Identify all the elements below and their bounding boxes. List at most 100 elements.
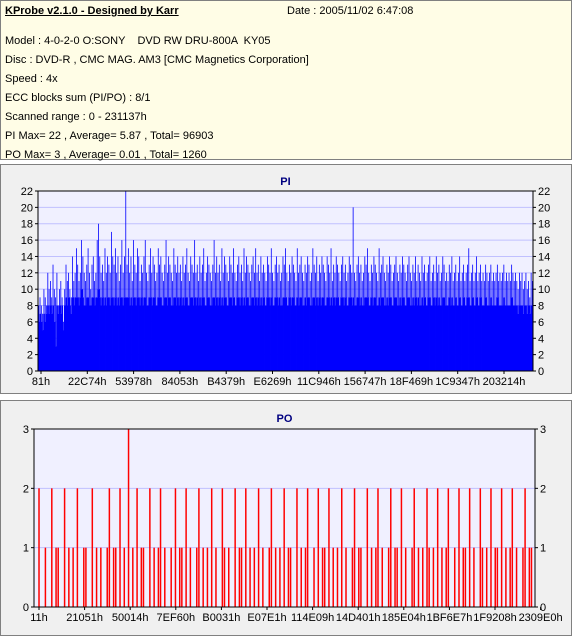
bar (289, 264, 290, 298)
bar (118, 281, 120, 306)
bar (91, 488, 94, 607)
bar (181, 281, 183, 306)
bar-base (417, 297, 420, 371)
bar (394, 264, 396, 298)
bar (68, 272, 70, 298)
scan-date: Date : 2005/11/02 6:47:08 (287, 5, 414, 17)
bar-base (391, 305, 394, 371)
bar-base (438, 297, 440, 371)
bar-base (379, 305, 382, 371)
speed-line: Speed : 4x (5, 73, 58, 85)
x-tick-label: 114E09h (291, 612, 334, 624)
bar (430, 281, 432, 306)
bar (240, 547, 243, 607)
bar (160, 256, 162, 298)
bar (494, 281, 496, 306)
bar (363, 272, 364, 306)
bar-base (208, 297, 210, 371)
bar (276, 256, 277, 298)
y-tick-label-right: 0 (538, 366, 544, 378)
bar-base (187, 305, 190, 371)
bar-base (461, 305, 464, 371)
bar-base (331, 305, 334, 371)
bar-base (39, 313, 41, 371)
bar (307, 256, 309, 298)
bar (155, 281, 157, 306)
bar-base (313, 297, 316, 371)
bar (283, 264, 285, 298)
bar (165, 240, 167, 298)
bar-base (309, 305, 312, 371)
bar-base (171, 305, 174, 371)
bar (195, 272, 197, 306)
bar (323, 547, 326, 607)
bar (44, 547, 47, 607)
bar-base (105, 305, 108, 371)
bar-base (174, 297, 177, 371)
bar (403, 264, 405, 298)
bar (366, 488, 369, 607)
y-tick-label-right: 8 (538, 301, 544, 313)
bar-base (447, 305, 449, 371)
bar (318, 264, 320, 298)
bar-base (71, 297, 74, 371)
bar-base (495, 305, 498, 371)
bar-base (304, 297, 307, 371)
bar (406, 281, 407, 306)
bar-base (269, 305, 271, 371)
bar-base (97, 289, 100, 371)
bar-base (204, 305, 206, 371)
bar (409, 272, 411, 306)
bar-base (78, 305, 80, 371)
bar-base (303, 305, 305, 371)
bar (339, 281, 341, 306)
bar (457, 272, 459, 306)
bar (51, 488, 53, 607)
bar-base (235, 305, 238, 371)
bar-base (231, 305, 234, 371)
bar-base (199, 297, 201, 371)
bar-base (99, 297, 101, 371)
bar (493, 272, 494, 306)
bar (278, 264, 280, 298)
bar (402, 256, 403, 298)
bar (313, 547, 315, 607)
bar-base (347, 305, 349, 371)
bar (525, 272, 527, 306)
bar-base (522, 313, 525, 371)
bar (489, 272, 490, 306)
bar (370, 264, 372, 298)
bar (104, 248, 106, 298)
bar (204, 281, 206, 306)
bar (378, 248, 380, 298)
bar-base (468, 297, 470, 371)
bar (225, 264, 227, 298)
bar (308, 264, 310, 298)
bar (133, 240, 134, 298)
bar (72, 256, 73, 298)
bar (247, 264, 249, 298)
bar-base (132, 297, 135, 371)
bar (120, 264, 121, 298)
bar (253, 547, 256, 607)
bar-base (113, 305, 116, 371)
bar (333, 264, 335, 298)
bar-base (275, 297, 278, 371)
bar (453, 547, 456, 607)
bar (285, 248, 286, 298)
bar (502, 272, 503, 306)
bar (442, 256, 444, 298)
bar (407, 264, 409, 298)
bar (411, 547, 413, 607)
bar (464, 281, 466, 306)
bar-base (75, 297, 78, 371)
bar-base (258, 305, 261, 371)
bar (354, 272, 355, 306)
bar-base (469, 305, 472, 371)
bar-base (267, 297, 270, 371)
bar (51, 297, 53, 314)
bar (113, 264, 115, 306)
bar-base (210, 305, 213, 371)
bar (159, 488, 162, 607)
bar (455, 264, 457, 298)
